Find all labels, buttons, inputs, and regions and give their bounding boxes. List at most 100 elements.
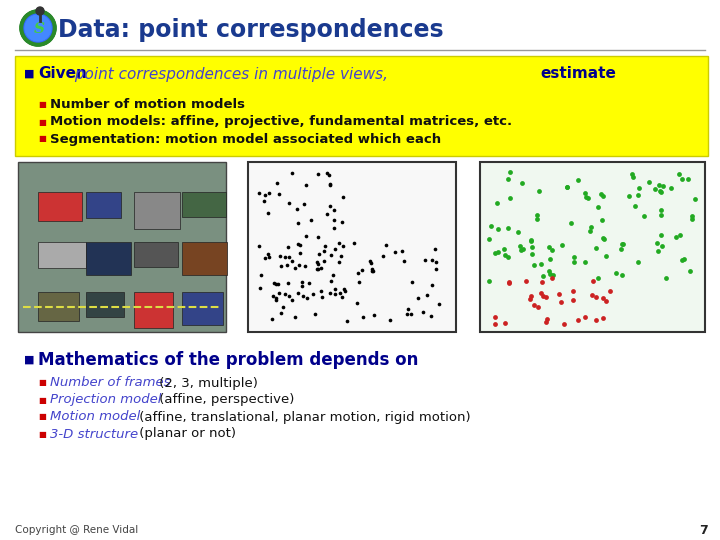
- Point: [633, 184, 644, 192]
- Point: [318, 257, 330, 266]
- Point: [312, 233, 323, 242]
- Point: [271, 179, 282, 187]
- Point: [396, 247, 408, 255]
- Text: Given: Given: [38, 66, 87, 82]
- Circle shape: [24, 14, 52, 42]
- Text: 7: 7: [699, 523, 708, 537]
- Point: [626, 170, 638, 179]
- Text: Segmentation: motion model associated which each: Segmentation: motion model associated wh…: [50, 132, 441, 145]
- Point: [565, 219, 577, 227]
- Point: [336, 252, 347, 261]
- Point: [532, 303, 544, 312]
- Point: [255, 271, 266, 280]
- Point: [590, 316, 601, 325]
- Text: S: S: [34, 22, 45, 36]
- Point: [657, 242, 668, 251]
- Text: Data: point correspondences: Data: point correspondences: [58, 18, 444, 42]
- Point: [537, 292, 549, 300]
- Point: [267, 292, 279, 300]
- Point: [319, 247, 330, 255]
- Point: [655, 231, 667, 240]
- Point: [541, 318, 552, 327]
- Point: [427, 255, 438, 264]
- Text: 3-D structure: 3-D structure: [50, 428, 138, 441]
- Point: [334, 288, 346, 297]
- Point: [389, 247, 400, 256]
- Text: ■: ■: [38, 395, 46, 404]
- Point: [351, 299, 363, 307]
- Point: [586, 291, 598, 299]
- Text: ■: ■: [38, 379, 46, 388]
- Point: [623, 192, 634, 200]
- Bar: [248, 162, 456, 332]
- Point: [685, 214, 697, 223]
- Point: [312, 170, 323, 178]
- Point: [348, 239, 359, 248]
- Point: [329, 285, 341, 293]
- Point: [311, 258, 323, 266]
- Point: [567, 286, 579, 295]
- Point: [686, 212, 698, 221]
- Text: Motion model: Motion model: [50, 410, 140, 423]
- Point: [652, 247, 664, 255]
- Point: [429, 245, 441, 254]
- Point: [524, 295, 536, 303]
- Point: [287, 296, 298, 305]
- Point: [274, 190, 285, 198]
- Point: [300, 232, 312, 240]
- Point: [270, 293, 282, 302]
- Point: [263, 209, 274, 218]
- Point: [275, 309, 287, 318]
- Point: [384, 315, 396, 324]
- Point: [366, 265, 377, 273]
- Text: Motion models: affine, projective, fundamental matrices, etc.: Motion models: affine, projective, funda…: [50, 116, 512, 129]
- Text: Copyright @ Rene Vidal: Copyright @ Rene Vidal: [15, 525, 138, 535]
- Point: [270, 280, 282, 289]
- Point: [406, 278, 418, 286]
- Point: [559, 319, 570, 328]
- Point: [338, 193, 349, 202]
- Point: [567, 296, 579, 305]
- Point: [490, 319, 501, 328]
- Point: [401, 309, 413, 318]
- Point: [660, 274, 672, 282]
- Point: [525, 292, 536, 300]
- Point: [426, 281, 438, 289]
- Point: [276, 261, 287, 270]
- Point: [422, 291, 433, 299]
- Point: [616, 245, 627, 254]
- Point: [312, 260, 324, 268]
- Point: [555, 298, 567, 306]
- Point: [282, 242, 293, 251]
- Bar: [38, 242, 86, 268]
- Point: [605, 287, 616, 296]
- Point: [585, 222, 597, 231]
- Point: [356, 266, 368, 274]
- Point: [598, 234, 609, 242]
- Point: [534, 187, 545, 195]
- Point: [299, 262, 310, 271]
- Bar: [182, 192, 226, 217]
- Point: [595, 190, 607, 198]
- Point: [328, 206, 340, 214]
- Point: [561, 183, 572, 192]
- Text: (affine, perspective): (affine, perspective): [155, 394, 294, 407]
- Point: [531, 211, 543, 219]
- Point: [336, 218, 348, 226]
- Point: [255, 284, 266, 292]
- Point: [366, 267, 378, 275]
- Point: [580, 189, 591, 198]
- Point: [337, 242, 348, 251]
- Point: [282, 278, 294, 287]
- Point: [336, 293, 348, 302]
- Point: [526, 250, 538, 259]
- Point: [279, 253, 291, 261]
- Bar: [38, 292, 79, 321]
- Point: [368, 310, 379, 319]
- Point: [499, 319, 510, 327]
- Point: [545, 269, 557, 278]
- Bar: [134, 192, 180, 229]
- Point: [307, 289, 318, 298]
- Point: [377, 252, 388, 260]
- Point: [402, 305, 413, 313]
